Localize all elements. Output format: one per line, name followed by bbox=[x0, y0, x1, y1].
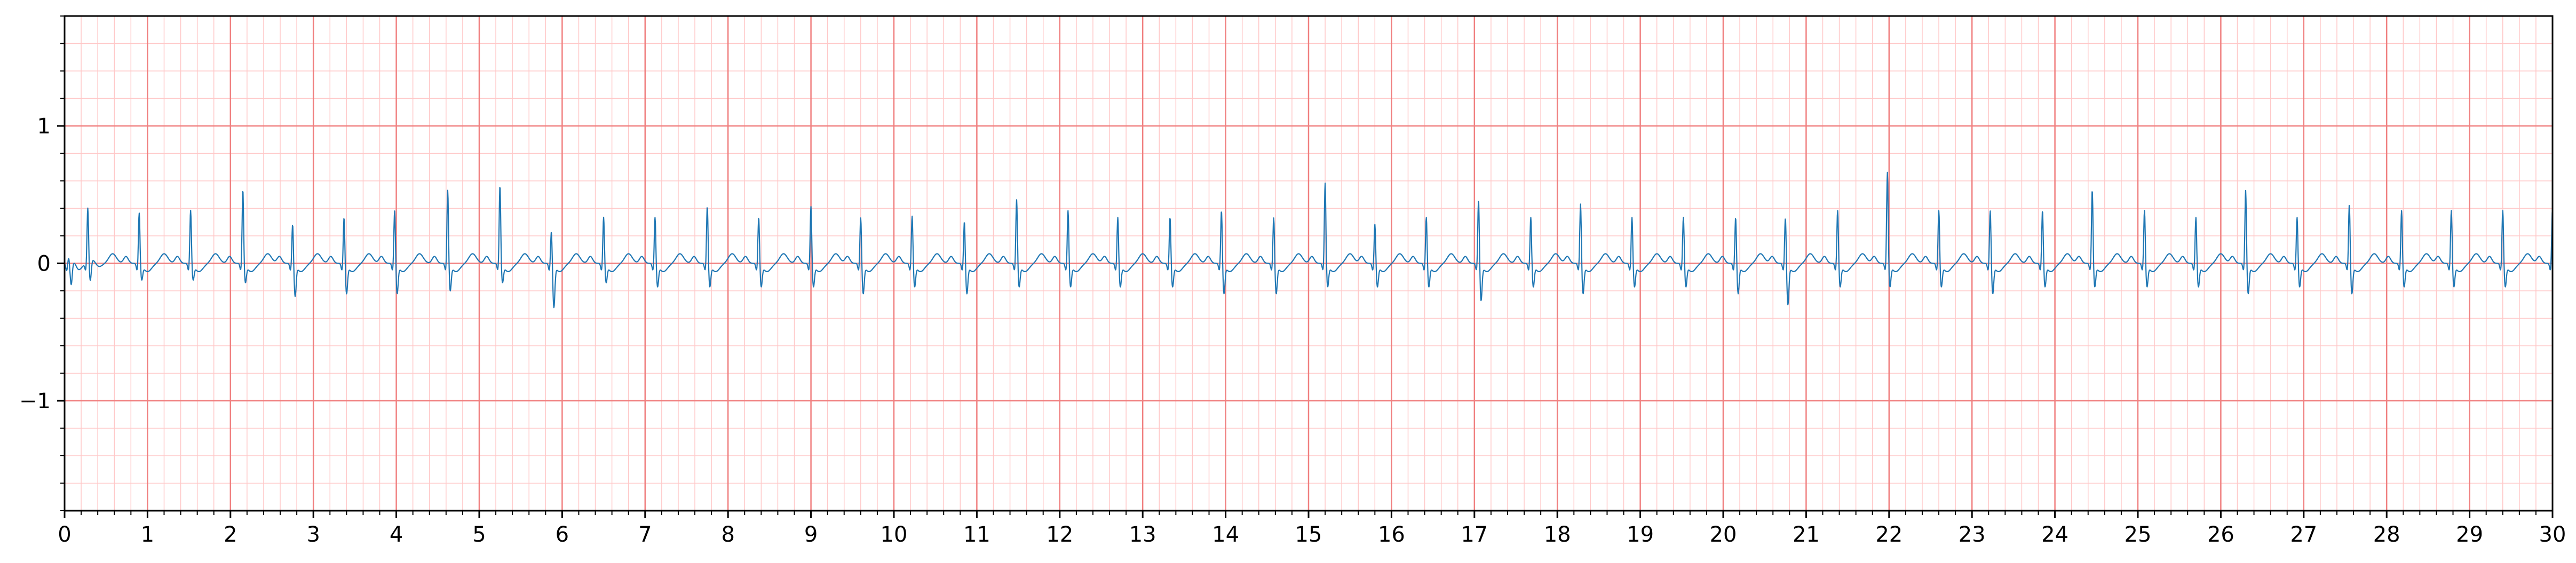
x-tick-label: 1 bbox=[141, 522, 154, 547]
x-tick-label: 16 bbox=[1378, 522, 1405, 547]
x-tick-label: 12 bbox=[1046, 522, 1073, 547]
x-tick-label: 7 bbox=[638, 522, 652, 547]
y-axis-ticks: 1 0 −1 bbox=[19, 15, 65, 511]
x-tick-label: 14 bbox=[1212, 522, 1239, 547]
x-tick-label: 6 bbox=[556, 522, 569, 547]
x-tick-label: 10 bbox=[881, 522, 908, 547]
x-tick-label: 27 bbox=[2290, 522, 2317, 547]
x-tick-label: 23 bbox=[1959, 522, 1986, 547]
x-tick-label: 19 bbox=[1627, 522, 1654, 547]
x-tick-label: 28 bbox=[2373, 522, 2400, 547]
x-tick-label: 18 bbox=[1544, 522, 1571, 547]
x-tick-label: 9 bbox=[804, 522, 818, 547]
x-tick-label: 26 bbox=[2207, 522, 2234, 547]
x-tick-label: 24 bbox=[2041, 522, 2068, 547]
ecg-trace-line bbox=[64, 171, 2554, 308]
y-tick-label: −1 bbox=[19, 389, 51, 414]
x-tick-label: 30 bbox=[2539, 522, 2566, 547]
x-tick-label: 3 bbox=[306, 522, 320, 547]
signal-layer bbox=[64, 171, 2554, 308]
x-tick-label: 17 bbox=[1461, 522, 1488, 547]
y-tick-label: 1 bbox=[37, 114, 51, 139]
x-tick-label: 4 bbox=[390, 522, 403, 547]
x-tick-label: 15 bbox=[1295, 522, 1322, 547]
major-grid bbox=[64, 16, 2554, 511]
x-tick-label: 20 bbox=[1710, 522, 1737, 547]
x-tick-label: 11 bbox=[963, 522, 990, 547]
x-tick-label: 13 bbox=[1129, 522, 1156, 547]
y-tick-label: 0 bbox=[37, 252, 51, 276]
x-tick-label: 25 bbox=[2125, 522, 2152, 547]
x-tick-label: 2 bbox=[224, 522, 237, 547]
x-tick-label: 21 bbox=[1793, 522, 1820, 547]
x-tick-label: 22 bbox=[1875, 522, 1903, 547]
x-tick-label: 29 bbox=[2456, 522, 2483, 547]
x-tick-label: 0 bbox=[58, 522, 71, 547]
x-tick-label: 5 bbox=[472, 522, 486, 547]
x-axis-ticks: 0 1 2 3 4 5 6 7 8 9 10 11 12 13 14 15 16 17 18 19 20 21 22 23 24… bbox=[58, 511, 2566, 547]
x-tick-label: 8 bbox=[721, 522, 734, 547]
